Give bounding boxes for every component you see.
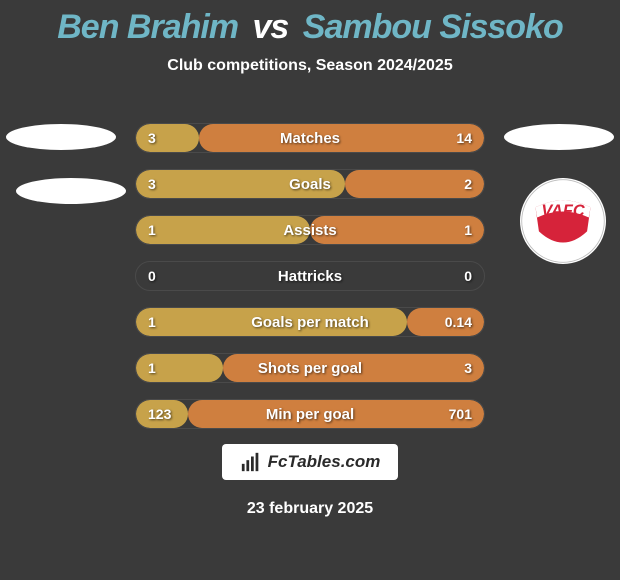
vafc-badge-icon: VAFC xyxy=(520,178,606,264)
stat-row: 314Matches xyxy=(135,123,485,153)
stat-fill-left xyxy=(136,216,310,244)
stat-row: 10.14Goals per match xyxy=(135,307,485,337)
stat-bars: 314Matches 32Goals 11Assists 0 0Hattricks 10.… xyxy=(135,123,485,445)
stat-fill-left xyxy=(136,170,345,198)
stat-fill-right xyxy=(345,170,484,198)
stat-fill-right xyxy=(310,216,484,244)
comparison-title: Ben Brahim vs Sambou Sissoko xyxy=(0,0,620,47)
stat-row: 11Assists xyxy=(135,215,485,245)
stat-fill-right xyxy=(407,308,484,336)
svg-text:VAFC: VAFC xyxy=(541,202,584,220)
stat-row: 32Goals xyxy=(135,169,485,199)
stat-fill-left xyxy=(136,354,223,382)
stat-fill-right xyxy=(199,124,484,152)
player1-club-ellipse-1 xyxy=(16,178,126,204)
subtitle: Club competitions, Season 2024/2025 xyxy=(0,57,620,75)
stat-row: 13Shots per goal xyxy=(135,353,485,383)
stat-fill-left xyxy=(136,124,199,152)
player2-club-ellipse xyxy=(504,124,614,150)
title-vs: vs xyxy=(253,8,289,46)
player1-name: Ben Brahim xyxy=(57,8,238,46)
fctables-logo-text: FcTables.com xyxy=(268,452,381,472)
player2-name: Sambou Sissoko xyxy=(303,8,563,46)
fctables-logo: FcTables.com xyxy=(222,444,398,480)
stat-row: 123701Min per goal xyxy=(135,399,485,429)
stat-value-left: 0 xyxy=(148,262,156,290)
vafc-badge: VAFC xyxy=(520,178,606,264)
stat-fill-right xyxy=(223,354,484,382)
stat-value-right: 0 xyxy=(464,262,472,290)
stat-label: Hattricks xyxy=(136,262,484,290)
player1-club-ellipse-0 xyxy=(6,124,116,150)
stat-fill-left xyxy=(136,308,407,336)
stat-fill-right xyxy=(188,400,484,428)
stat-row: 0 0Hattricks xyxy=(135,261,485,291)
fctables-logo-icon xyxy=(240,451,262,473)
stat-fill-left xyxy=(136,400,188,428)
snapshot-date: 23 february 2025 xyxy=(0,500,620,518)
